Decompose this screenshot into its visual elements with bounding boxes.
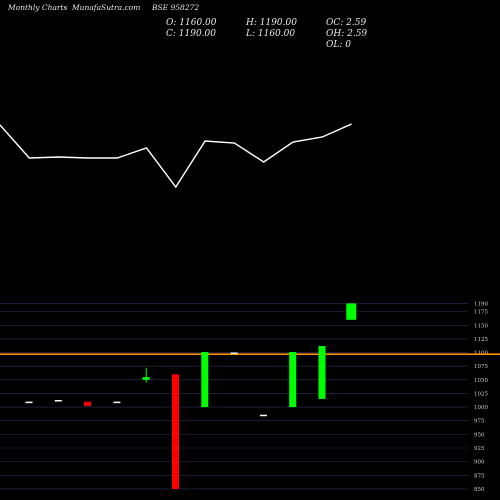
candle-body <box>346 303 357 320</box>
y-tick-label: 900 <box>474 460 485 466</box>
ohlc-oc: OC: 2.59 <box>326 18 366 28</box>
ohlc-close: C: 1190.00 <box>166 29 216 39</box>
candle-body <box>84 401 92 406</box>
ohlc-oh: OH: 2.59 <box>326 29 367 39</box>
ohlc-low: L: 1160.00 <box>245 29 295 39</box>
candle-body <box>142 377 150 380</box>
ohlc-high: H: 1190.00 <box>245 18 297 28</box>
y-tick-label: 975 <box>474 419 485 425</box>
y-tick-label: 1190 <box>474 301 488 307</box>
candle-body <box>201 352 209 408</box>
candles-group <box>25 303 357 489</box>
y-tick-label: 1075 <box>474 364 488 370</box>
ohlc-open: O: 1160.00 <box>166 18 217 28</box>
candle-body <box>289 352 297 408</box>
price-grid <box>0 303 468 490</box>
candle-body <box>54 400 62 402</box>
y-tick-label: 925 <box>474 446 485 452</box>
y-tick-label: 850 <box>474 487 485 493</box>
y-tick-label: 1125 <box>474 337 488 343</box>
candle-body <box>113 401 121 404</box>
candle-body <box>172 374 179 489</box>
y-tick-label: 1050 <box>474 378 488 384</box>
y-tick-label: 950 <box>474 432 485 438</box>
y-tick-label: 875 <box>474 473 485 479</box>
indicator-line-group <box>0 123 352 189</box>
candle-body <box>259 414 267 417</box>
y-tick-label: 1000 <box>474 405 488 411</box>
brand-label: MunafaSutra.com <box>71 3 140 12</box>
indicator-line <box>0 123 352 189</box>
symbol-label: BSE 958272 <box>151 3 199 12</box>
y-tick-label: 1025 <box>474 391 488 397</box>
ohlc-ol: OL: 0 <box>326 40 351 50</box>
candle-body <box>25 401 33 404</box>
y-tick-label: 1175 <box>474 310 488 316</box>
candle-body <box>230 352 238 355</box>
header-separator: - <box>64 3 67 12</box>
y-tick-label: 1150 <box>474 323 488 329</box>
candle-body <box>318 346 326 399</box>
chart-period-label: Monthly Charts <box>7 3 68 12</box>
